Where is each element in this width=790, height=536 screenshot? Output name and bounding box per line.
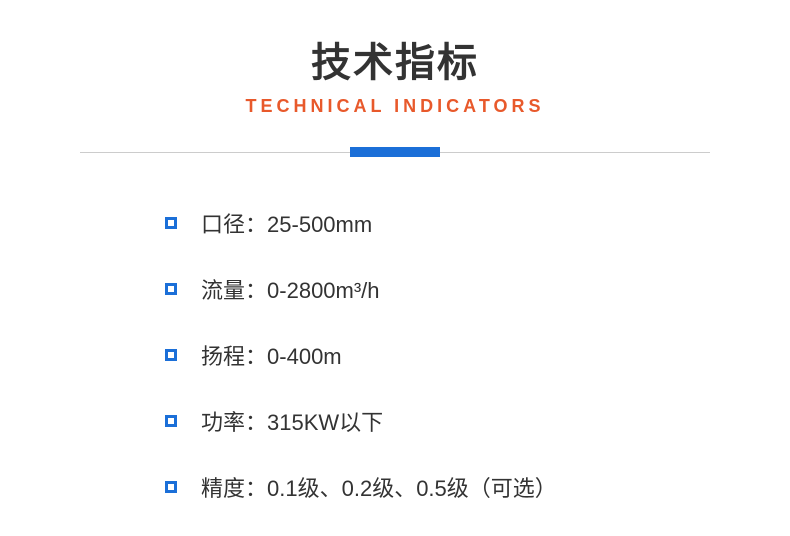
bullet-icon bbox=[165, 349, 177, 361]
spec-label: 功率 bbox=[201, 410, 245, 435]
bullet-icon bbox=[165, 283, 177, 295]
spec-value: 0-400m bbox=[267, 344, 342, 369]
spec-item: 流量：0-2800m³/h bbox=[165, 273, 710, 305]
spec-item: 扬程：0-400m bbox=[165, 339, 710, 371]
spec-value: 25-500mm bbox=[267, 212, 372, 237]
spec-value: 0.1级、0.2级、0.5级（可选） bbox=[267, 476, 557, 501]
bullet-icon bbox=[165, 481, 177, 493]
title-chinese: 技术指标 bbox=[80, 30, 710, 88]
spec-value: 0-2800m³/h bbox=[267, 278, 380, 303]
spec-item: 口径：25-500mm bbox=[165, 207, 710, 239]
title-english: TECHNICAL INDICATORS bbox=[80, 96, 710, 117]
spec-label: 扬程 bbox=[201, 344, 245, 369]
spec-text: 功率：315KW以下 bbox=[201, 405, 383, 437]
spec-text: 扬程：0-400m bbox=[201, 339, 342, 371]
spec-item: 功率：315KW以下 bbox=[165, 405, 710, 437]
bullet-icon bbox=[165, 415, 177, 427]
spec-text: 精度：0.1级、0.2级、0.5级（可选） bbox=[201, 471, 557, 503]
spec-label: 精度 bbox=[201, 476, 245, 501]
spec-text: 口径：25-500mm bbox=[201, 207, 372, 239]
spec-item: 精度：0.1级、0.2级、0.5级（可选） bbox=[165, 471, 710, 503]
spec-list: 口径：25-500mm 流量：0-2800m³/h 扬程：0-400m 功率：3… bbox=[80, 207, 710, 503]
divider bbox=[80, 147, 710, 157]
bullet-icon bbox=[165, 217, 177, 229]
divider-accent bbox=[350, 147, 440, 157]
spec-label: 流量 bbox=[201, 278, 245, 303]
spec-label: 口径 bbox=[201, 212, 245, 237]
spec-text: 流量：0-2800m³/h bbox=[201, 273, 380, 305]
spec-value: 315KW以下 bbox=[267, 410, 383, 435]
page-container: 技术指标 TECHNICAL INDICATORS 口径：25-500mm 流量… bbox=[0, 0, 790, 503]
